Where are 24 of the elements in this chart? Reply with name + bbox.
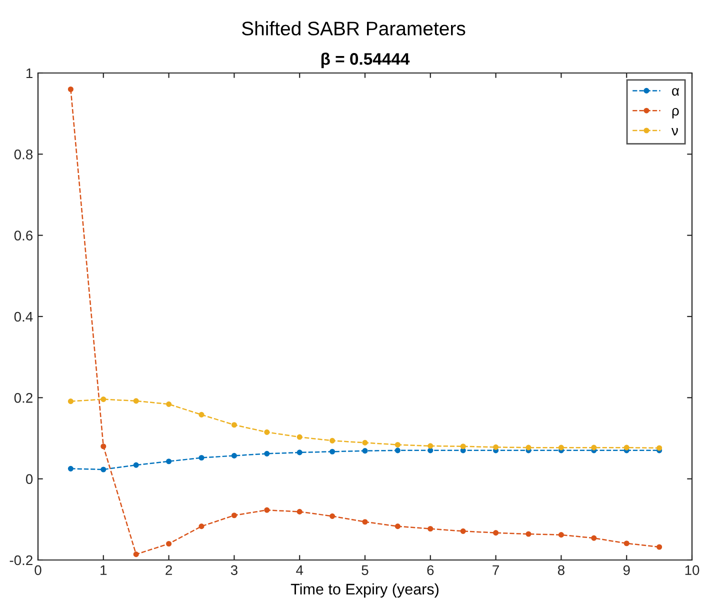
y-tick-label: 0.6 (14, 230, 33, 241)
x-tick-label: 8 (558, 565, 564, 576)
x-tick-label: 6 (427, 565, 434, 576)
x-tick-label: 2 (166, 565, 172, 575)
x-tick-label: 1 (100, 565, 107, 575)
y-tick-label: 0.4 (14, 312, 33, 322)
y-tick-label: 0.8 (14, 150, 33, 160)
y-tick-label: 0.2 (14, 393, 32, 403)
legend-label: ν (671, 128, 678, 136)
x-tick-label: 0 (34, 565, 42, 576)
x-tick-label: 9 (623, 565, 630, 576)
chart-title: Shifted SABR Parameters (242, 21, 466, 36)
x-axis-title: Time to Expiry (years) (290, 583, 438, 598)
y-tick-label: 1 (26, 68, 32, 78)
legend-label: ρ (672, 108, 679, 118)
legend-label: α (672, 88, 680, 96)
x-tick-label: 10 (685, 565, 700, 576)
x-tick-label: 7 (492, 565, 499, 575)
x-tick-label: 3 (230, 565, 238, 576)
x-tick-label: 4 (296, 565, 304, 575)
y-tick-label: 0 (26, 474, 33, 484)
x-tick-label: 5 (362, 565, 368, 576)
y-tick-label: -0.2 (10, 555, 32, 566)
chart-subtitle: β = 0.54444 (321, 52, 410, 68)
